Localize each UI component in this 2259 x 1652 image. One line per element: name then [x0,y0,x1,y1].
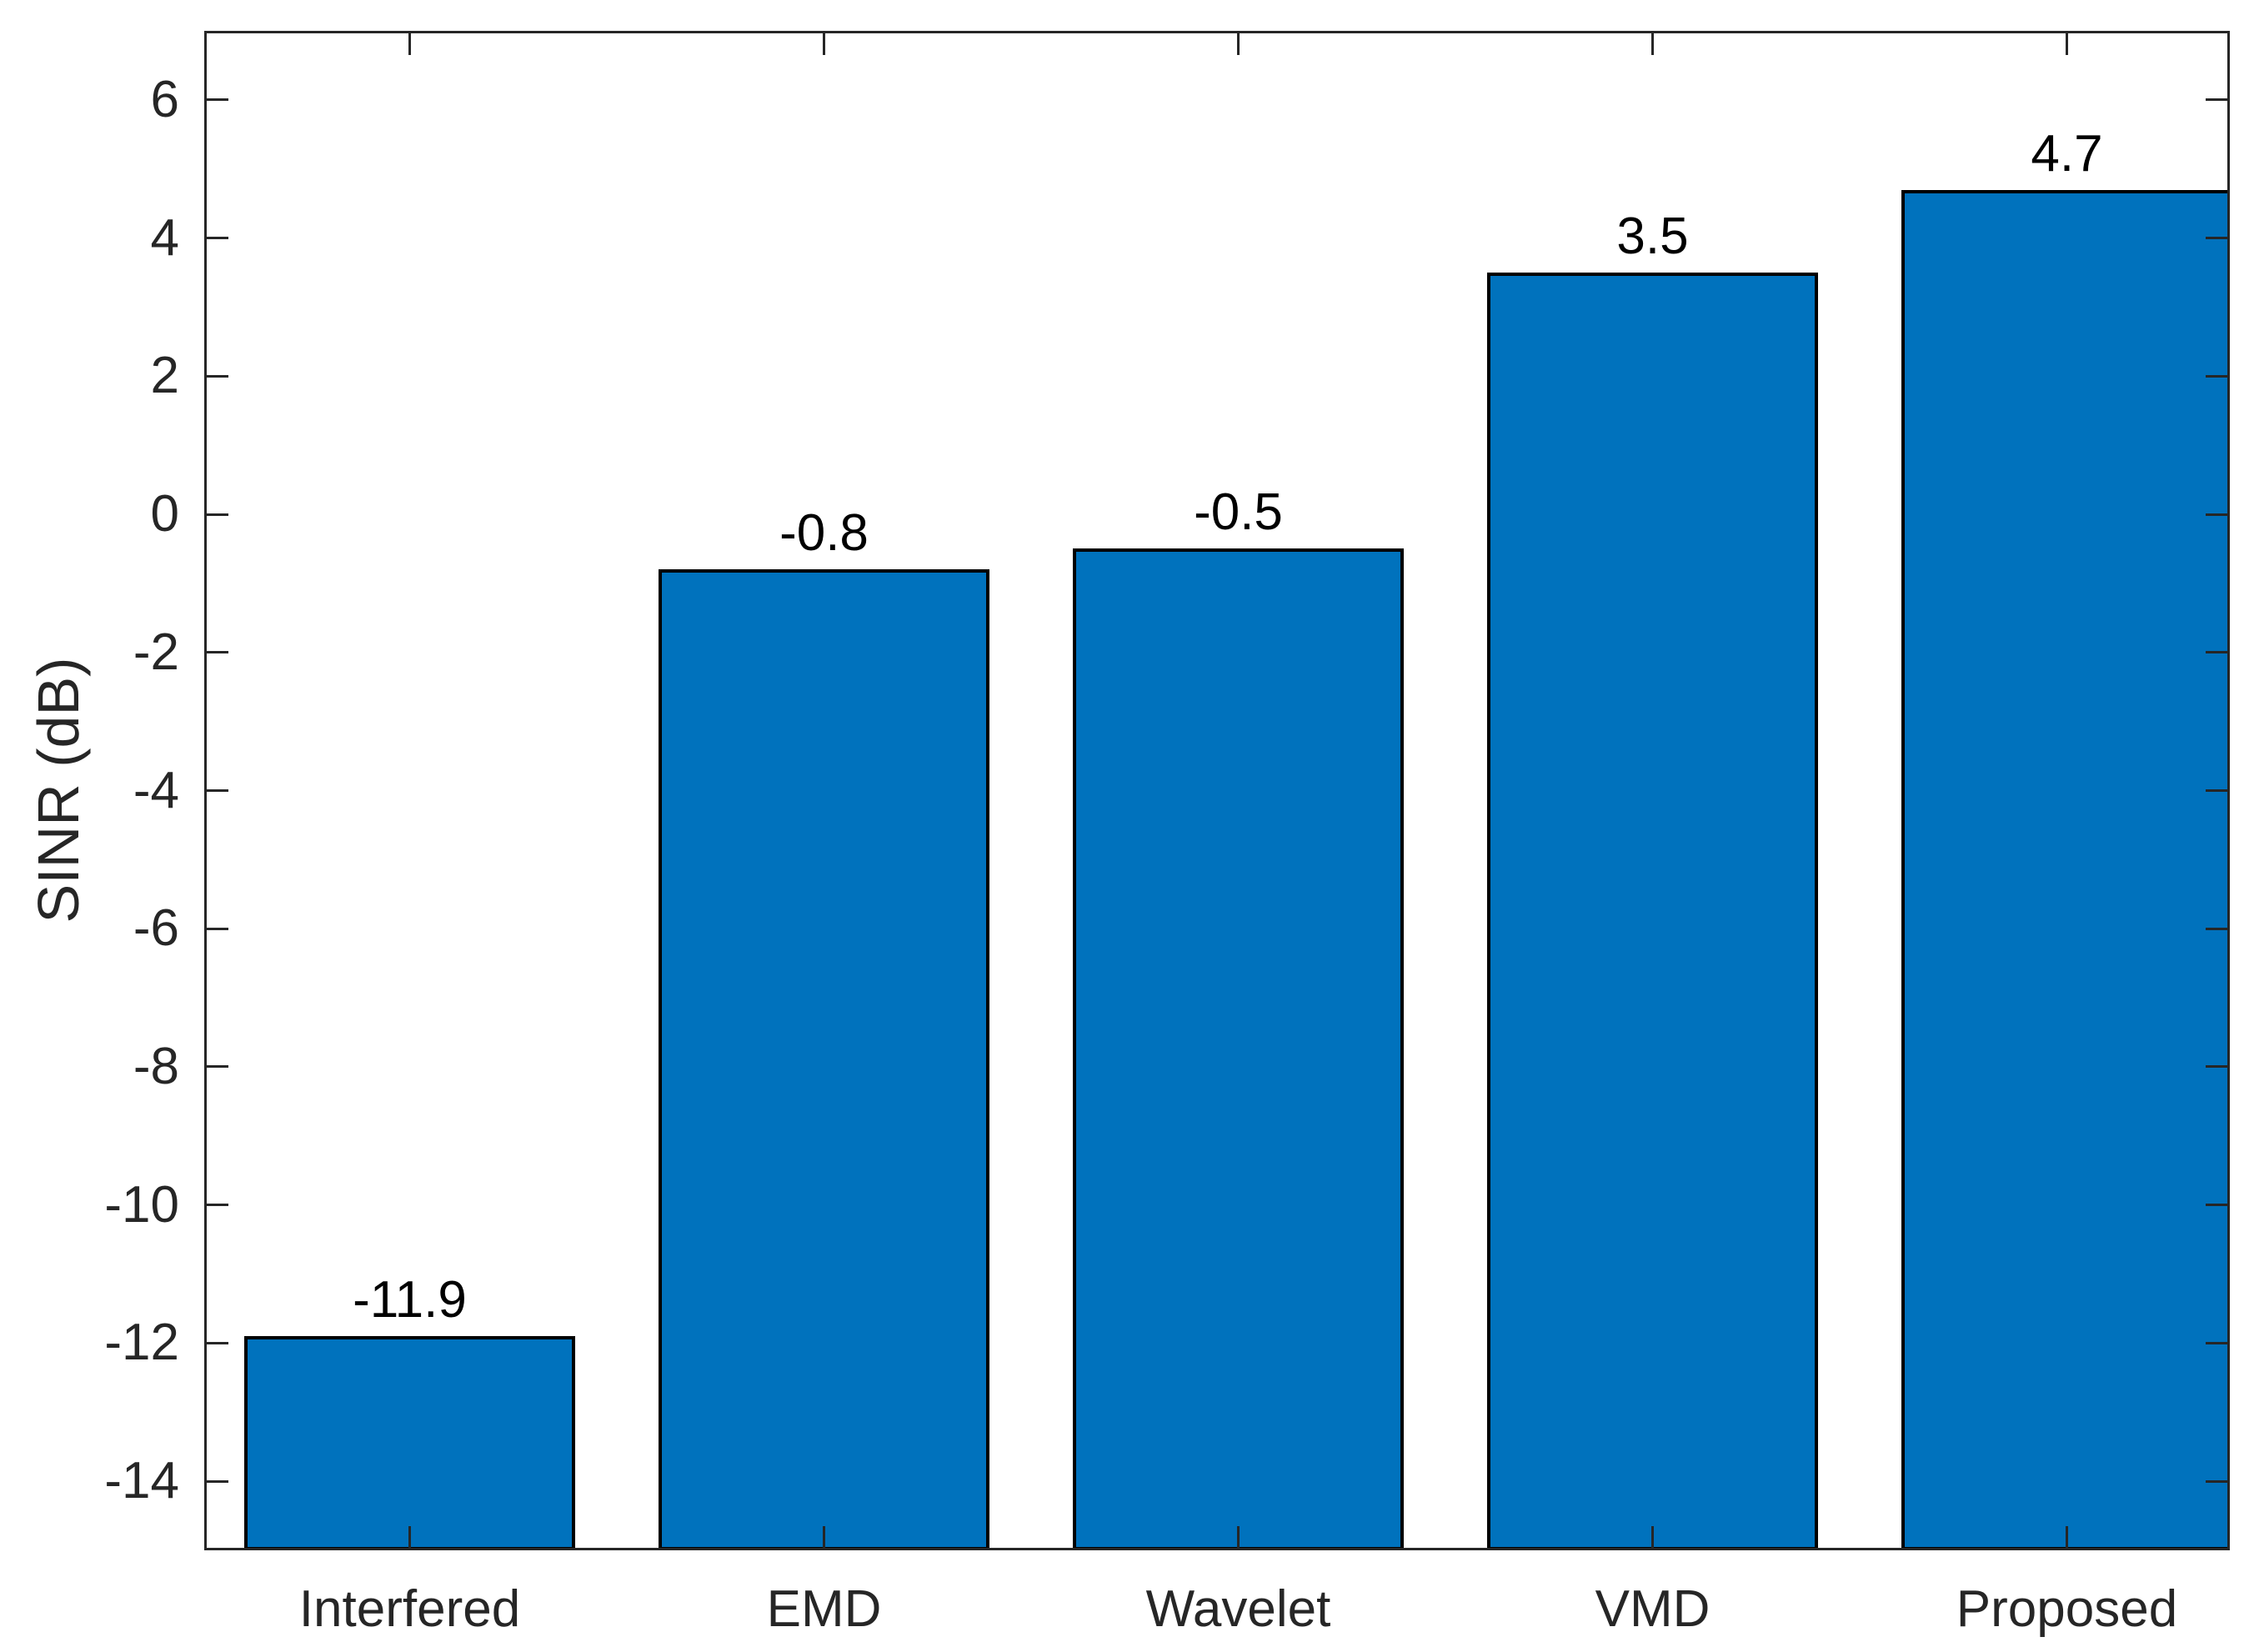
bar-value-label: 3.5 [1616,208,1689,266]
y-tick-left [207,237,228,240]
y-tick-left [207,374,228,378]
y-tick-label: -8 [133,1037,179,1095]
y-tick-right [2206,1341,2227,1344]
bar-value-label: -0.8 [779,504,869,563]
y-tick-label: 2 [150,347,179,405]
y-tick-label: -2 [133,623,179,681]
y-tick-label: -14 [104,1452,179,1510]
x-tick-bottom [408,1526,411,1548]
y-tick-label: 4 [150,208,179,267]
x-tick-label: Proposed [1956,1580,2178,1638]
y-tick-left [207,1204,228,1207]
bar [659,569,989,1548]
bar-value-label: -0.5 [1194,483,1283,542]
y-tick-label: 6 [150,70,179,128]
x-tick-label: Interfered [298,1580,521,1638]
x-tick-label: VMD [1595,1580,1711,1638]
y-tick-label: -4 [133,761,179,819]
y-tick-right [2206,1065,2227,1069]
bar-value-label: 4.7 [2031,124,2103,183]
y-tick-right [2206,651,2227,654]
y-tick-left [207,789,228,792]
x-tick-top [408,33,411,55]
bar [1073,548,1404,1548]
y-tick-label: 0 [150,485,179,543]
y-tick-right [2206,237,2227,240]
y-tick-right [2206,374,2227,378]
y-tick-right [2206,513,2227,516]
y-tick-right [2206,927,2227,930]
y-tick-left [207,651,228,654]
y-tick-left [207,927,228,930]
x-tick-top [2066,33,2068,55]
y-tick-label: -6 [133,899,179,958]
x-tick-label: EMD [766,1580,882,1638]
bar [1901,189,2227,1548]
y-tick-left [207,98,228,102]
x-tick-bottom [823,1526,825,1548]
y-tick-right [2206,1479,2227,1483]
y-tick-left [207,1341,228,1344]
y-tick-right [2206,1204,2227,1207]
x-tick-top [1651,33,1654,55]
bar [244,1336,575,1548]
bar [1487,273,1818,1548]
x-tick-top [1237,33,1240,55]
x-tick-bottom [2066,1526,2068,1548]
y-tick-right [2206,98,2227,102]
bar-value-label: -11.9 [353,1271,467,1329]
y-tick-label: -10 [104,1175,179,1234]
plot-area [204,31,2230,1550]
x-tick-bottom [1237,1526,1240,1548]
y-tick-right [2206,789,2227,792]
x-tick-bottom [1651,1526,1654,1548]
plot-inner-layer [207,33,2227,1548]
x-tick-top [823,33,825,55]
y-tick-left [207,1065,228,1069]
y-tick-left [207,1479,228,1483]
y-tick-label: -12 [104,1314,179,1372]
y-tick-left [207,513,228,516]
x-tick-label: Wavelet [1145,1580,1331,1638]
